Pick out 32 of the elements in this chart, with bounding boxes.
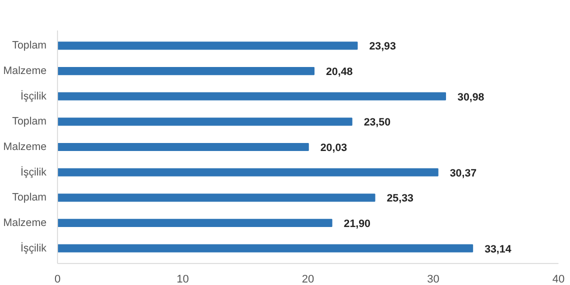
bar — [58, 218, 332, 228]
bar — [58, 244, 474, 252]
bar — [58, 194, 376, 202]
x-tick-label: 10 — [176, 274, 189, 285]
data-label: 23,50 — [364, 116, 391, 129]
data-label: 21,90 — [344, 218, 371, 230]
data-label: 20,03 — [320, 142, 348, 154]
x-tick-label: 0 — [54, 274, 61, 285]
y-tick-label: Malzeme — [3, 65, 47, 78]
data-label: 20,48 — [326, 66, 353, 78]
bar — [58, 142, 309, 152]
bar — [58, 92, 446, 100]
bar — [58, 42, 358, 50]
y-tick-label: İşçilik — [20, 165, 48, 178]
y-tick-label: İşçilik — [20, 241, 48, 254]
bar — [58, 168, 438, 176]
data-label: 30,37 — [450, 167, 477, 180]
data-label: 23,93 — [369, 40, 396, 53]
x-tick-label: 20 — [302, 274, 314, 285]
data-label: 25,33 — [386, 192, 414, 205]
y-tick-label: İşçilik — [20, 89, 48, 102]
bar — [58, 66, 315, 76]
y-tick-label: Malzeme — [3, 216, 47, 229]
data-label: 33,14 — [484, 243, 512, 256]
y-tick-label: Malzeme — [3, 141, 47, 153]
y-tick-label: Toplam — [12, 192, 47, 204]
bar — [58, 118, 352, 126]
y-tick-label: Toplam — [12, 40, 47, 52]
x-tick-label: 40 — [552, 274, 565, 285]
y-tick-label: Toplam — [12, 116, 47, 128]
data-label: 30,98 — [458, 91, 484, 104]
x-tick-label: 30 — [427, 274, 440, 285]
